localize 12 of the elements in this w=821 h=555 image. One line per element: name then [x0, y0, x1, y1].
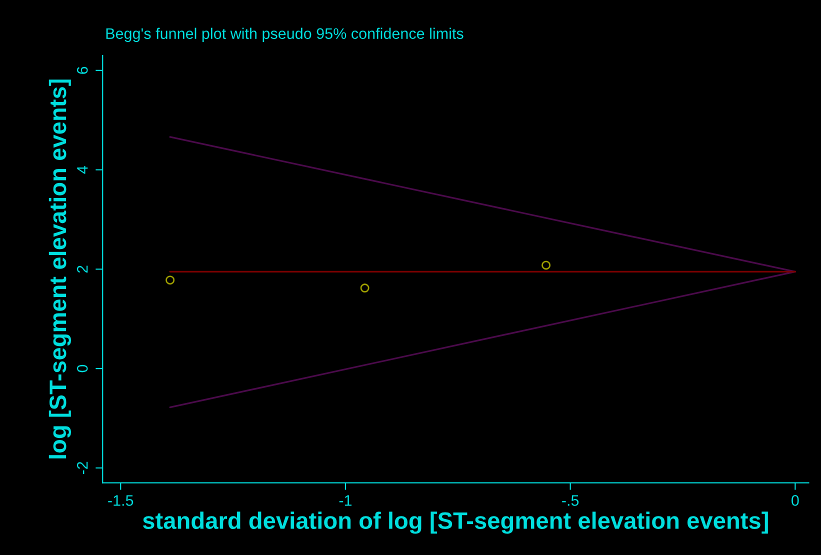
y-tick-label: 4 [77, 166, 88, 174]
x-axis-title: standard deviation of log [ST-segment elevation events] [142, 512, 768, 534]
x-tick-label: -1.5 [108, 495, 134, 506]
x-tick-label: -.5 [562, 495, 579, 506]
y-tick-label: 2 [76, 266, 88, 273]
y-tick-label: 6 [76, 66, 88, 74]
y-tick-label: -2 [76, 462, 88, 474]
chart-title: Begg's funnel plot with pseudo 95% confidence limits [106, 28, 464, 42]
x-tick-label: -1 [339, 495, 352, 506]
x-tick-label: 0 [792, 495, 799, 506]
y-tick-label: 0 [76, 364, 88, 372]
y-axis-title: log [ST-segment elevation events] [48, 80, 72, 458]
